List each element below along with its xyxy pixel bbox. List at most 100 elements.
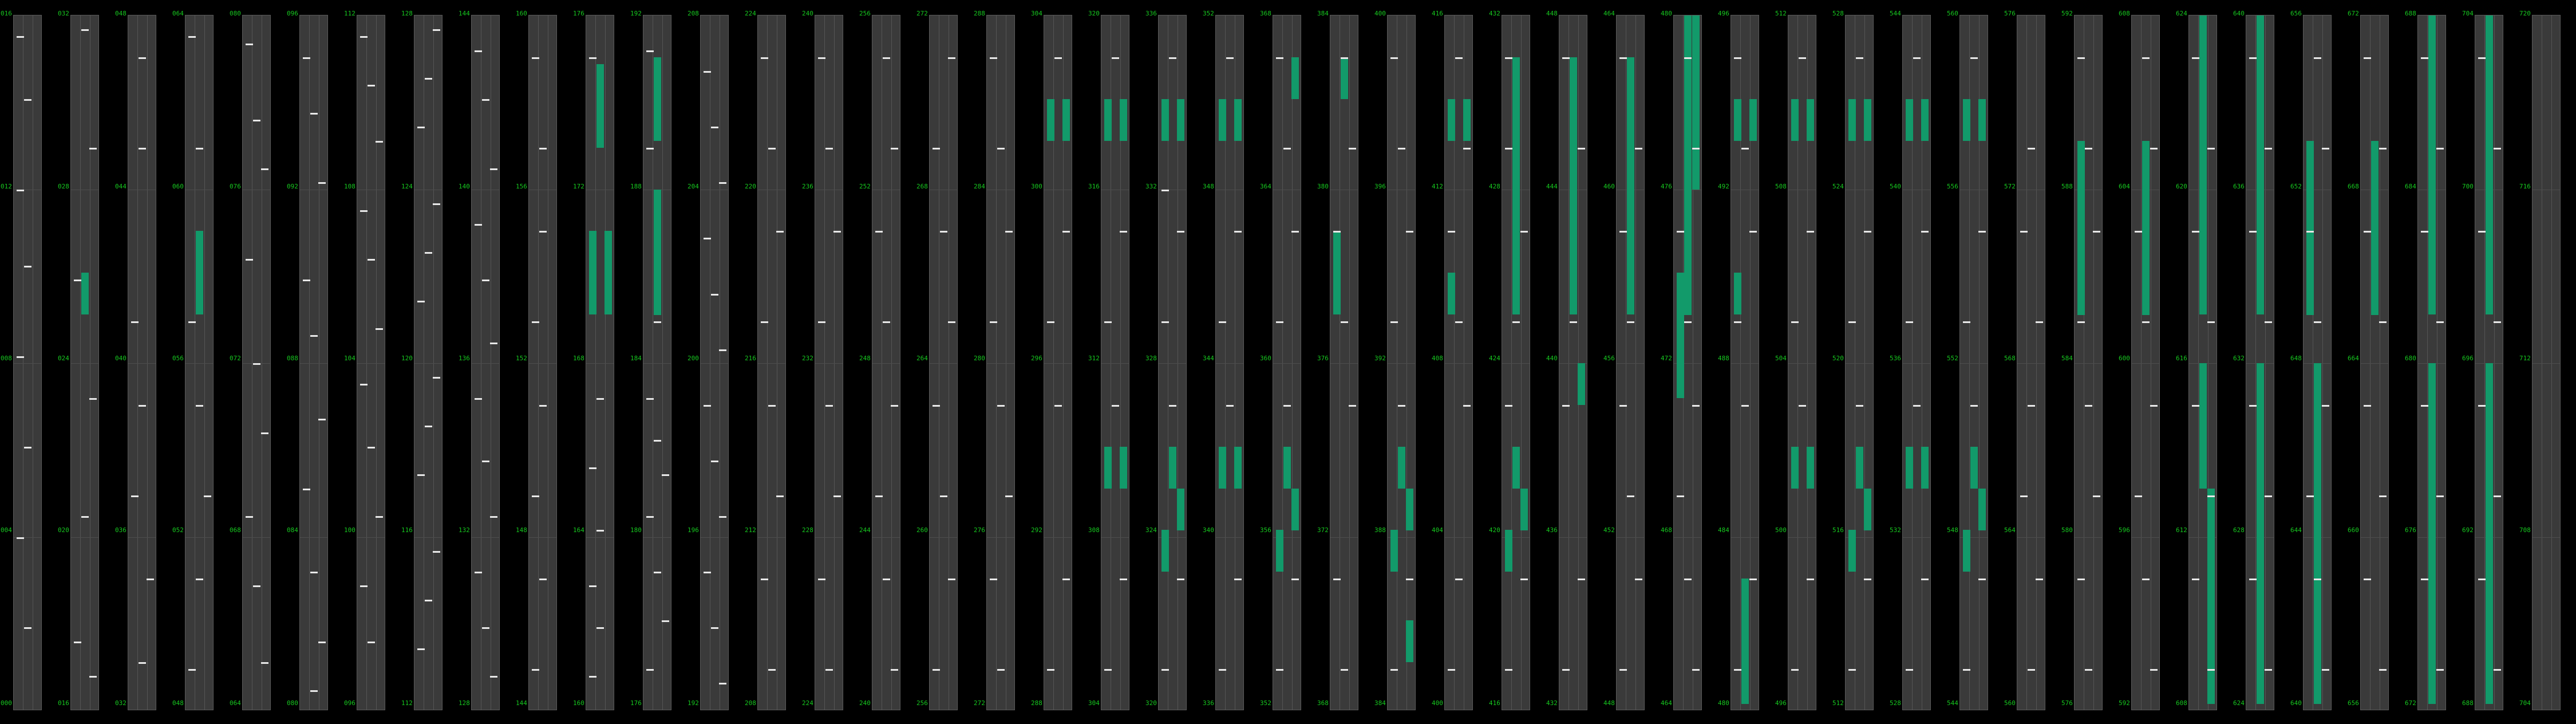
- grid-line: [758, 537, 785, 538]
- grid-line: [376, 15, 377, 710]
- highlight-bar: [2314, 363, 2321, 704]
- grid-line: [1101, 363, 1129, 364]
- highlight-bar: [2207, 489, 2215, 704]
- highlight-bar: [1978, 489, 1986, 530]
- grid-line: [309, 15, 310, 710]
- note-tick: [2028, 669, 2035, 671]
- note-tick: [1333, 231, 1341, 233]
- highlight-bar: [1963, 530, 1970, 572]
- pattern-column: [414, 15, 442, 710]
- column-label: 288: [1031, 699, 1042, 707]
- note-tick: [1398, 148, 1405, 149]
- grid-line: [2427, 15, 2428, 710]
- note-tick: [2494, 495, 2501, 497]
- note-tick: [1749, 231, 1757, 233]
- pattern-column: [2532, 15, 2561, 710]
- note-tick: [1635, 579, 1642, 580]
- note-tick: [818, 321, 825, 323]
- column-label: 060: [172, 183, 184, 190]
- column-label: 256: [859, 10, 871, 17]
- pattern-column: [2074, 15, 2103, 710]
- note-tick: [433, 203, 440, 205]
- pattern-column: [128, 15, 156, 710]
- highlight-bar: [196, 231, 203, 314]
- highlight-bar: [1692, 15, 1700, 190]
- column-label: 332: [1145, 183, 1157, 190]
- note-tick: [482, 280, 489, 281]
- column-label: 252: [859, 183, 871, 190]
- highlight-bar: [1520, 489, 1528, 530]
- note-tick: [2322, 405, 2329, 407]
- column-label: 552: [1947, 355, 1958, 362]
- note-tick: [711, 294, 718, 296]
- note-tick: [2364, 579, 2371, 580]
- pattern-column: [586, 15, 614, 710]
- note-tick: [1276, 669, 1283, 671]
- column-label: 096: [344, 699, 355, 707]
- column-label: 204: [688, 183, 699, 190]
- note-tick: [74, 280, 81, 281]
- note-tick: [261, 432, 268, 434]
- note-tick: [2036, 321, 2043, 323]
- column-label: 620: [2176, 183, 2187, 190]
- highlight-bar: [654, 57, 661, 141]
- note-tick: [310, 113, 318, 115]
- column-label: 148: [516, 526, 527, 534]
- column-label: 092: [287, 183, 298, 190]
- note-tick: [81, 29, 89, 31]
- note-tick: [1677, 495, 1684, 497]
- grid-line: [2026, 15, 2027, 710]
- highlight-bar: [1921, 447, 1929, 489]
- note-tick: [704, 238, 711, 239]
- column-label: 512: [1832, 699, 1844, 707]
- grid-line: [1349, 15, 1350, 710]
- grid-line: [987, 363, 1014, 364]
- note-tick: [303, 280, 310, 281]
- column-label: 308: [1088, 526, 1100, 534]
- column-label: 264: [916, 355, 928, 362]
- column-label: 200: [688, 355, 699, 362]
- column-label: 608: [2176, 699, 2187, 707]
- note-tick: [990, 57, 997, 59]
- note-tick: [490, 516, 497, 518]
- column-label: 128: [401, 10, 413, 17]
- note-tick: [1856, 57, 1863, 59]
- column-label: 112: [401, 699, 413, 707]
- column-label: 084: [287, 526, 298, 534]
- column-label: 312: [1088, 355, 1100, 362]
- note-tick: [1741, 405, 1749, 407]
- grid-line: [14, 363, 41, 364]
- note-tick: [875, 231, 883, 233]
- note-tick: [1406, 579, 1413, 580]
- note-tick: [139, 148, 146, 149]
- note-tick: [2314, 579, 2321, 580]
- grid-line: [987, 537, 1014, 538]
- column-label: 028: [58, 183, 69, 190]
- highlight-bar: [1219, 447, 1226, 489]
- grid-line: [80, 15, 81, 710]
- note-tick: [1219, 321, 1226, 323]
- column-label: 184: [630, 355, 642, 362]
- note-tick: [2207, 148, 2215, 149]
- highlight-bar: [1627, 57, 1634, 314]
- note-tick: [2085, 148, 2092, 149]
- note-tick: [1978, 231, 1986, 233]
- highlight-bar: [1512, 57, 1520, 314]
- note-tick: [1619, 57, 1627, 59]
- note-tick: [2494, 321, 2501, 323]
- grid-line: [2075, 537, 2102, 538]
- column-label: 208: [688, 10, 699, 17]
- note-tick: [196, 579, 203, 580]
- note-tick: [768, 405, 776, 407]
- column-label: 644: [2290, 526, 2302, 534]
- grid-line: [1273, 363, 1301, 364]
- grid-line: [1674, 537, 1701, 538]
- column-label: 684: [2405, 183, 2416, 190]
- note-tick: [1635, 148, 1642, 149]
- note-tick: [1520, 579, 1528, 580]
- column-label: 360: [1260, 355, 1271, 362]
- note-tick: [1390, 321, 1398, 323]
- column-label: 208: [745, 699, 756, 707]
- grid-line: [872, 363, 900, 364]
- note-tick: [310, 572, 318, 573]
